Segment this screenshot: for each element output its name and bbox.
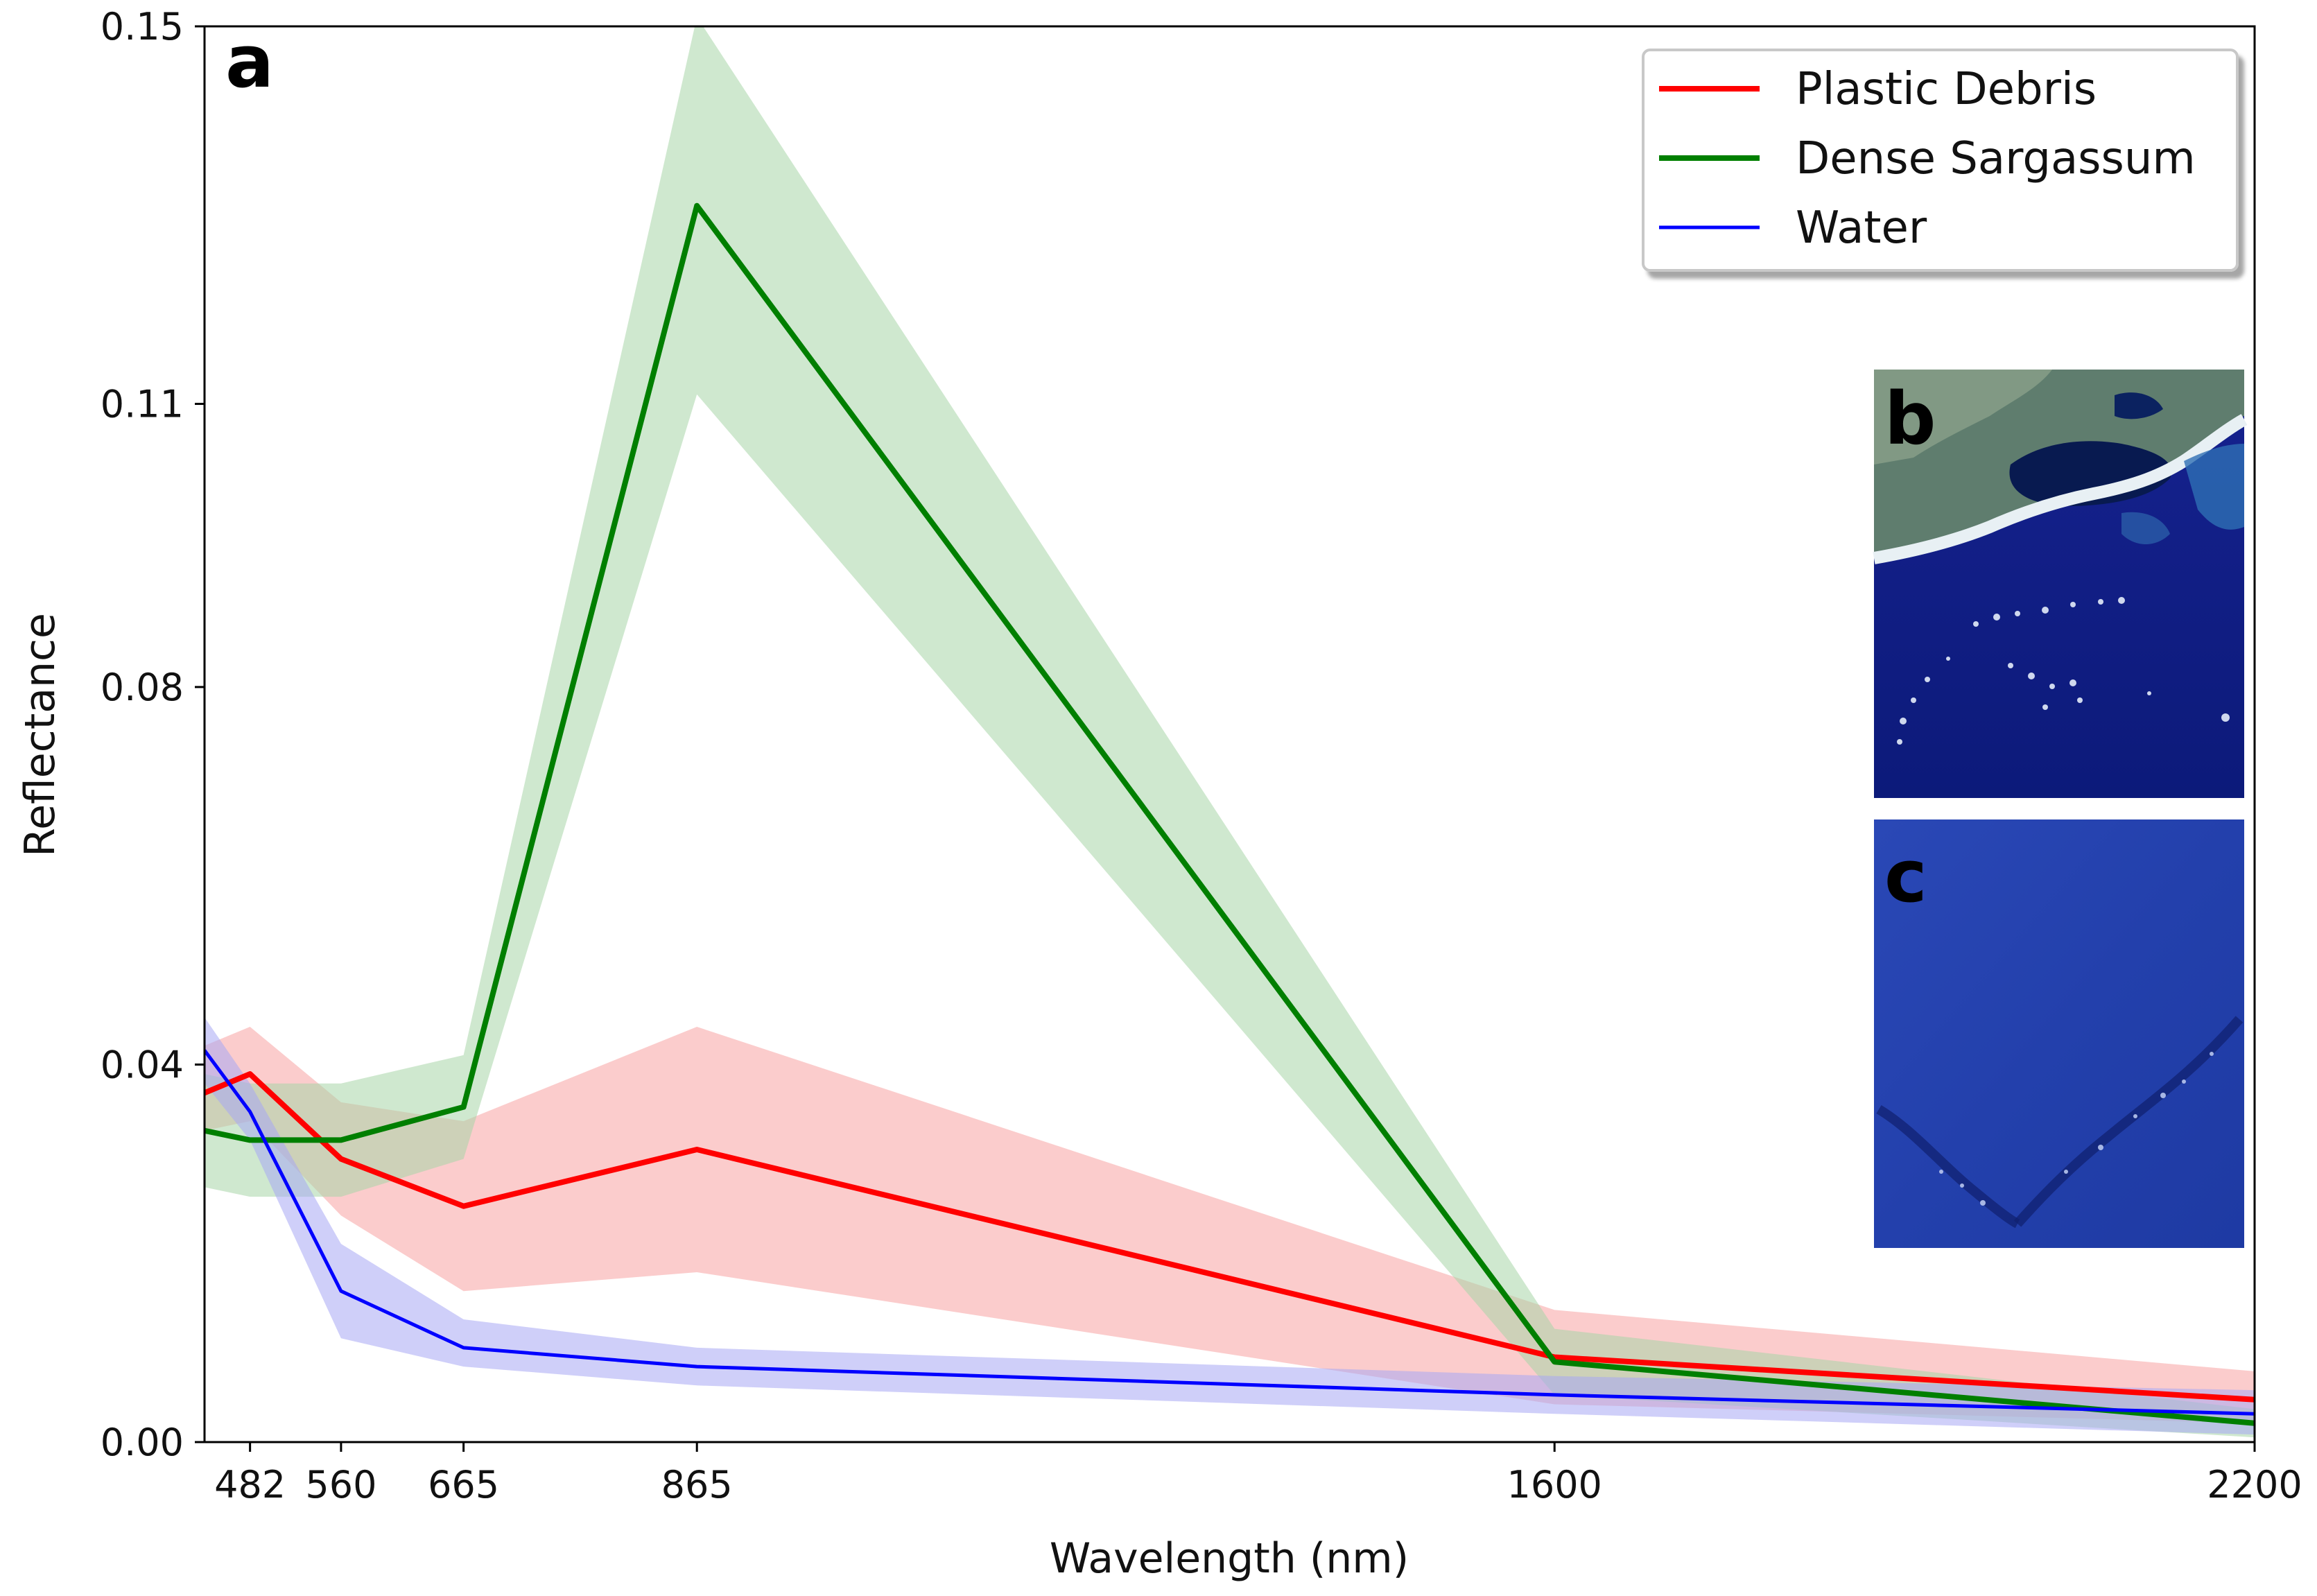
inset-image-b: b — [1873, 370, 2248, 798]
y-axis-ticks: 0.00 0.04 0.08 0.11 0.15 — [101, 5, 205, 1464]
legend: Plastic Debris Dense Sargassum Water — [1642, 49, 2239, 272]
water-band — [205, 1017, 2255, 1435]
y-tick-label: 0.00 — [101, 1421, 184, 1464]
plot-area-frame — [203, 25, 2256, 1443]
x-tick-label: 1600 — [1507, 1463, 1602, 1507]
plastic-debris-band — [205, 1027, 2255, 1423]
inset-image-c: c — [1874, 819, 2244, 1248]
dense-sargassum-band — [205, 26, 2255, 1438]
x-axis-label: Wavelength (nm) — [1050, 1534, 1409, 1583]
x-tick-label: 2200 — [2207, 1463, 2302, 1507]
legend-box — [1642, 49, 2239, 272]
series-lines — [205, 202, 2255, 1426]
panel-label-b: b — [1884, 376, 1936, 461]
dense-sargassum-line — [205, 202, 2255, 1426]
plastic-debris-line — [205, 1071, 2255, 1403]
dense-sargassum-legend-label: Dense Sargassum — [1796, 133, 2196, 184]
y-tick-label: 0.15 — [101, 5, 184, 49]
y-tick-label: 0.08 — [101, 666, 184, 709]
y-tick-label: 0.11 — [101, 383, 184, 426]
x-tick-label: 865 — [661, 1463, 733, 1507]
x-axis-ticks: 482 560 665 865 1600 2200 — [214, 1442, 2302, 1507]
confidence-bands — [205, 26, 2255, 1438]
x-tick-label: 665 — [428, 1463, 499, 1507]
x-tick-label: 482 — [214, 1463, 286, 1507]
y-tick-label: 0.04 — [101, 1043, 184, 1086]
panel-label-c: c — [1884, 834, 1927, 919]
water-line — [205, 1049, 2255, 1416]
y-axis-label: Reflectance — [16, 613, 64, 857]
x-tick-label: 560 — [305, 1463, 376, 1507]
water-legend-label: Water — [1796, 202, 1927, 254]
panel-label-a: a — [225, 19, 274, 104]
plastic-debris-legend-label: Plastic Debris — [1796, 64, 2097, 115]
